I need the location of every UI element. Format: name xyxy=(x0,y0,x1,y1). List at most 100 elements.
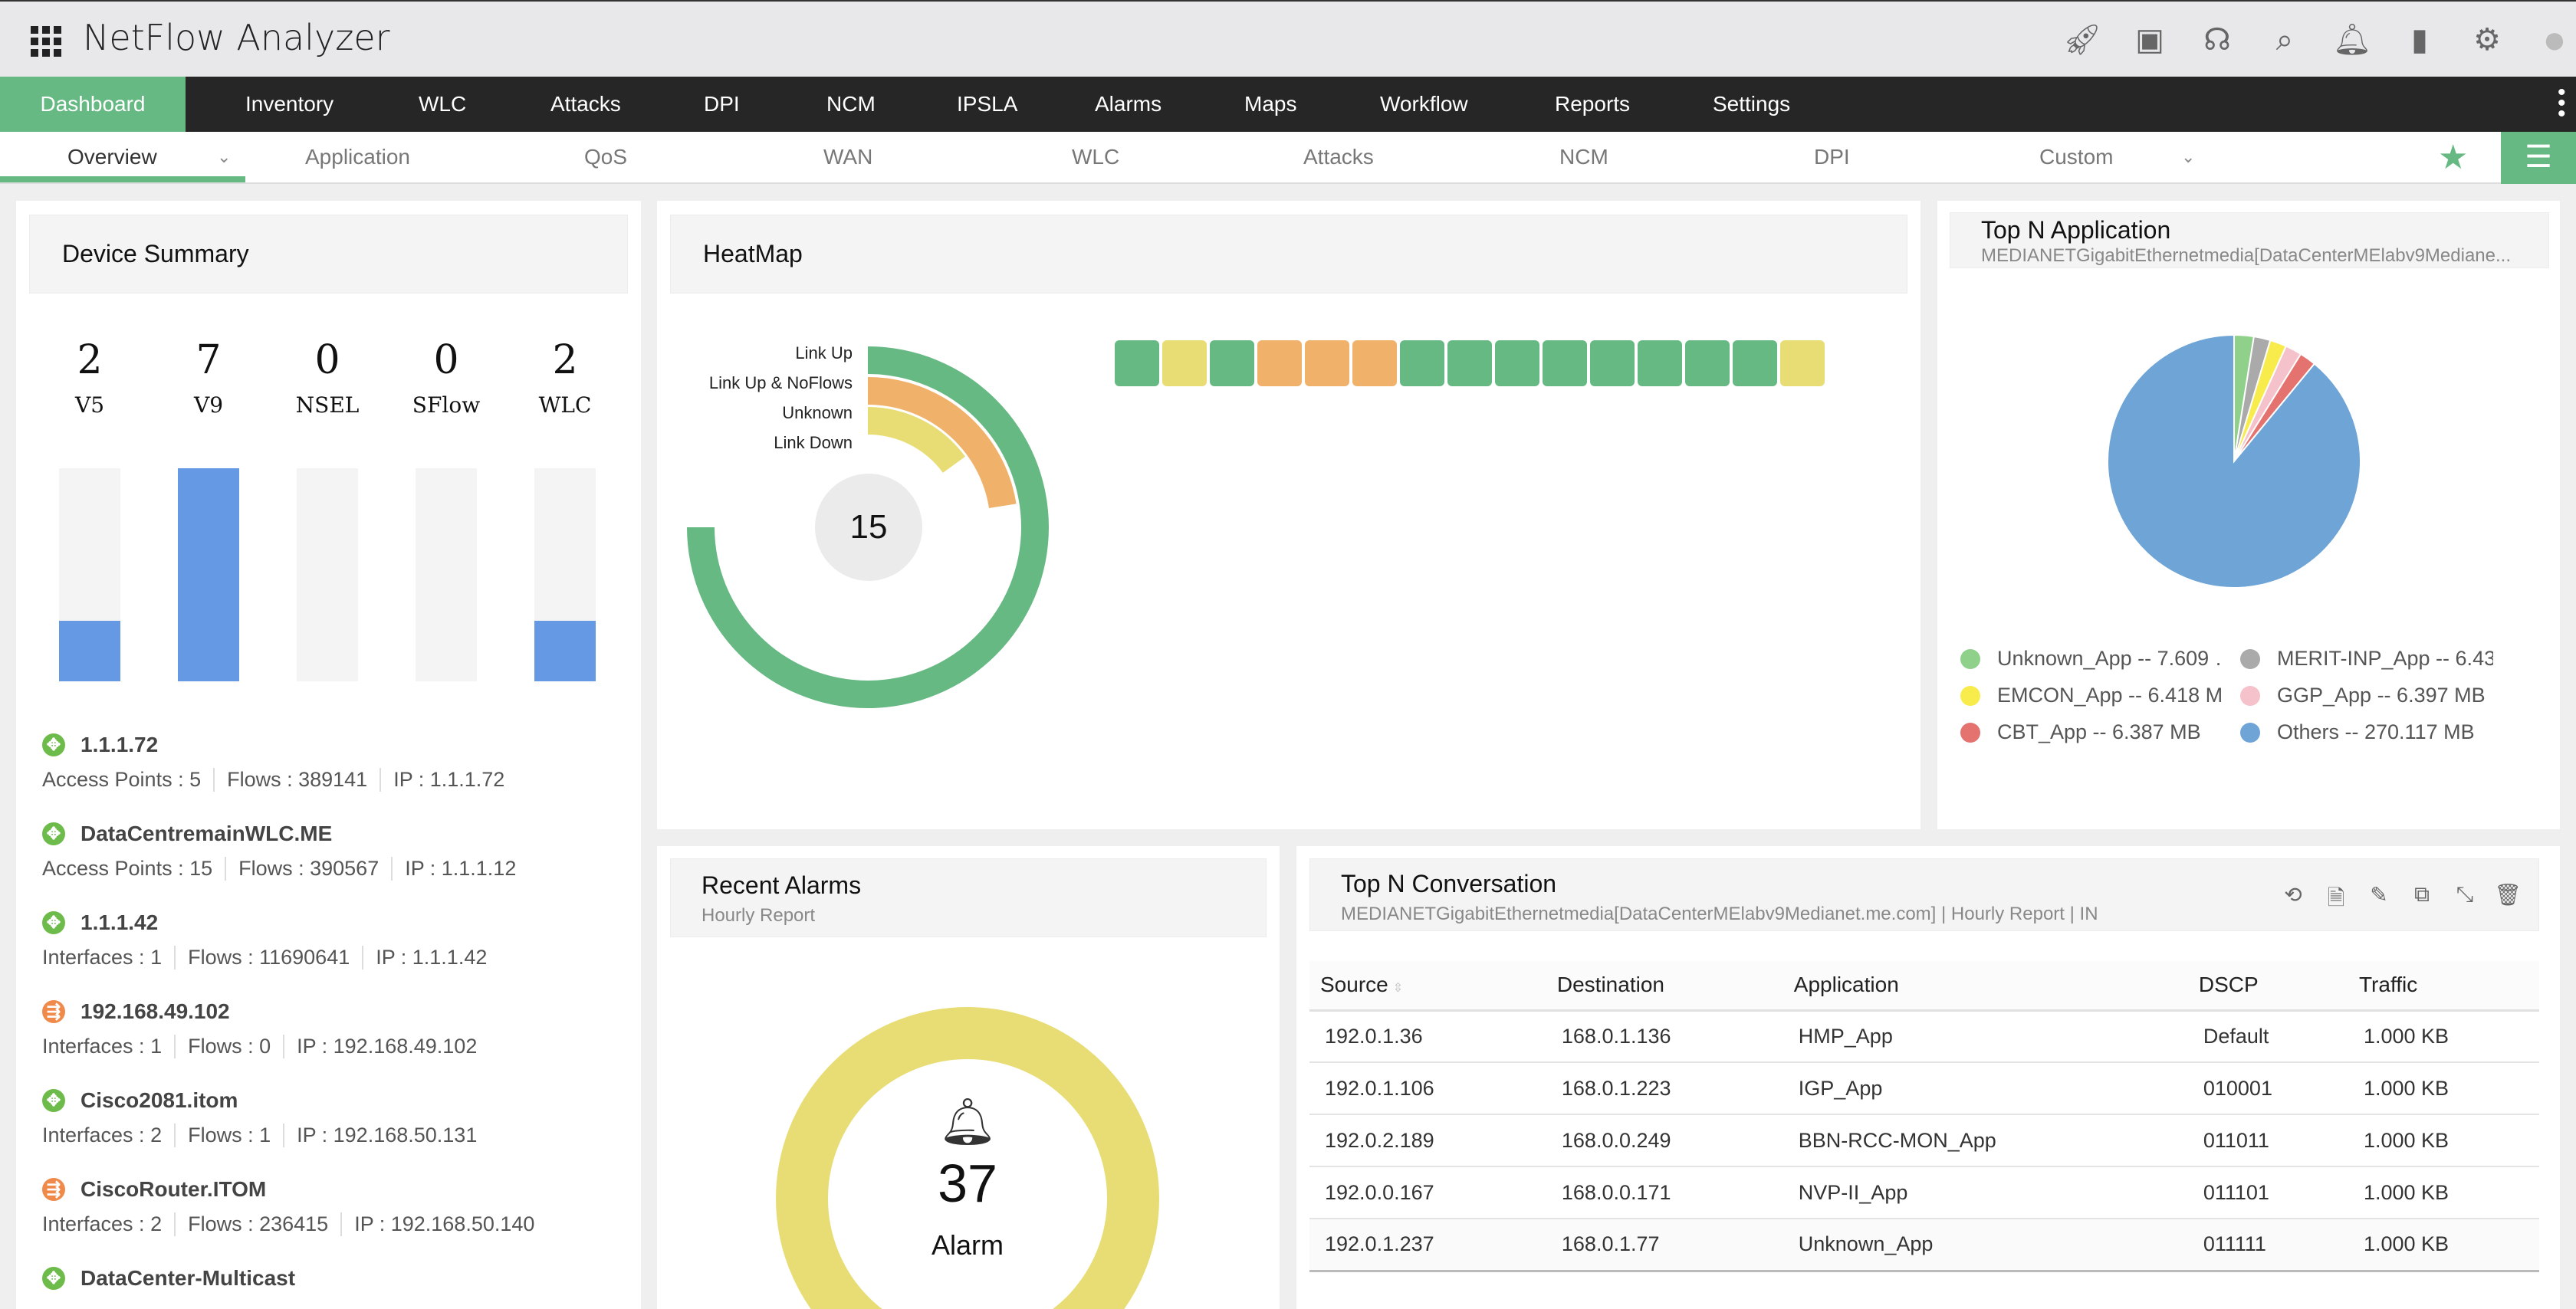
table-row[interactable]: 192.0.1.237 168.0.1.77 Unknown_App 011111 1.… xyxy=(1309,1219,2539,1272)
nav-attacks[interactable]: Attacks xyxy=(550,92,621,116)
pie-legend-item[interactable]: CBT_App -- 6.387 MB xyxy=(1960,720,2221,744)
rocket-icon[interactable]: 🚀︎ xyxy=(2062,23,2102,57)
device-name-row[interactable]: ✥ 1.1.1.72 xyxy=(42,730,625,760)
device-item[interactable]: ✥ DataCentremainWLC.ME Access Points : 15 F… xyxy=(42,819,625,881)
bar-wlc[interactable] xyxy=(534,468,596,681)
subtab-qos[interactable]: QoS xyxy=(584,145,628,169)
subtab-ncm[interactable]: NCM xyxy=(1559,145,1608,169)
subtab-dpi[interactable]: DPI xyxy=(1814,145,1850,169)
heatmap-tile-noflows[interactable] xyxy=(1257,340,1302,386)
nav-maps[interactable]: Maps xyxy=(1244,92,1297,116)
pie-legend-item[interactable]: GGP_App -- 6.397 MB xyxy=(2240,684,2493,707)
device-item[interactable]: ✥ 1.1.1.72 Access Points : 5 Flows : 389141… xyxy=(42,730,625,792)
heatmap-tile-up[interactable] xyxy=(1590,340,1635,386)
nav-workflow[interactable]: Workflow xyxy=(1380,92,1468,116)
add-widget-button[interactable]: ☰ xyxy=(2501,132,2576,184)
device-item[interactable]: ⇶ CiscoRouter.ITOM Interfaces : 2 Flows : 2… xyxy=(42,1174,625,1236)
nav-reports[interactable]: Reports xyxy=(1555,92,1631,116)
heatmap-tile-noflows[interactable] xyxy=(1352,340,1397,386)
bar-nsel[interactable] xyxy=(297,468,358,681)
subtab-wan[interactable]: WAN xyxy=(823,145,873,169)
pie-legend-item[interactable]: Unknown_App -- 7.609 … xyxy=(1960,647,2221,671)
app-grid-icon[interactable] xyxy=(31,26,61,57)
column-header-source[interactable]: Source ⇳ xyxy=(1309,961,1546,1012)
nav-dashboard[interactable]: Dashboard xyxy=(0,77,186,132)
heatmap-tile-noflows[interactable] xyxy=(1305,340,1349,386)
avatar-icon[interactable]: ● xyxy=(2542,18,2567,62)
device-name[interactable]: 1.1.1.42 xyxy=(80,910,159,934)
copy-icon[interactable]: ⧉ xyxy=(2414,882,2430,906)
nav-wlc[interactable]: WLC xyxy=(419,92,467,116)
device-name[interactable]: Cisco2081.itom xyxy=(80,1088,238,1112)
pie-legend-item[interactable]: MERIT-INP_App -- 6.43… xyxy=(2240,647,2493,671)
expand-icon[interactable]: ⤡ xyxy=(2456,882,2474,906)
table-row[interactable]: 192.0.1.106 168.0.1.223 IGP_App 010001 1.000… xyxy=(1309,1062,2539,1115)
chevron-down-icon[interactable]: ⌄ xyxy=(217,147,232,166)
table-row[interactable]: 192.0.2.189 168.0.0.249 BBN-RCC-MON_App 011… xyxy=(1309,1114,2539,1167)
pie-legend-item[interactable]: EMCON_App -- 6.418 MB xyxy=(1960,684,2221,707)
heatmap-tile-unknown[interactable] xyxy=(1780,340,1825,386)
gear-icon[interactable]: ⚙ xyxy=(2473,23,2501,57)
device-item[interactable]: ✥ 1.1.1.42 Interfaces : 1 Flows : 11690641 I… xyxy=(42,907,625,969)
search-icon[interactable]: ⌕ xyxy=(2275,23,2294,57)
subtab-wlc[interactable]: WLC xyxy=(1072,145,1120,169)
nav-settings[interactable]: Settings xyxy=(1713,92,1791,116)
radial-arc-link-up-noflows[interactable] xyxy=(868,377,1017,508)
device-name[interactable]: DataCenter-Multicast xyxy=(80,1266,296,1290)
device-name[interactable]: 1.1.1.72 xyxy=(80,733,159,756)
device-name-row[interactable]: ✥ DataCentremainWLC.ME xyxy=(42,819,625,849)
refresh-icon[interactable]: ⟲ xyxy=(2284,883,2302,907)
heatmap-tile-up[interactable] xyxy=(1733,340,1777,386)
bar-v5[interactable] xyxy=(59,468,120,681)
nav-alarms[interactable]: Alarms xyxy=(1095,92,1162,116)
more-menu-icon[interactable]: • • • xyxy=(2558,80,2566,126)
table-row[interactable]: 192.0.1.36 168.0.1.136 HMP_App Default 1.000… xyxy=(1309,1010,2539,1063)
chevron-down-icon[interactable]: ⌄ xyxy=(2181,147,2196,166)
device-item[interactable]: ⇶ 192.168.49.102 Interfaces : 1 Flows : 0 IP… xyxy=(42,996,625,1058)
radial-arc-unknown[interactable] xyxy=(868,407,966,473)
heatmap-tile-unknown[interactable] xyxy=(1162,340,1207,386)
nav-ncm[interactable]: NCM xyxy=(826,92,876,116)
bar-sflow[interactable] xyxy=(416,468,477,681)
device-name[interactable]: CiscoRouter.ITOM xyxy=(80,1177,267,1201)
favorite-star-icon[interactable]: ★ xyxy=(2438,139,2469,176)
headset-icon[interactable]: ☊ xyxy=(2203,23,2231,57)
column-header-destination[interactable]: Destination xyxy=(1546,961,1783,1012)
device-item[interactable]: ✥ DataCenter-Multicast xyxy=(42,1263,625,1301)
film-icon[interactable]: ▮ xyxy=(2410,23,2428,57)
alarm-count[interactable]: 37 xyxy=(938,1153,997,1213)
heatmap-tile-up[interactable] xyxy=(1638,340,1682,386)
column-header-dscp[interactable]: DSCP xyxy=(2187,961,2348,1012)
pie-slice-others[interactable] xyxy=(2107,333,2361,589)
nav-ipsla[interactable]: IPSLA xyxy=(957,92,1018,116)
bar-v9[interactable] xyxy=(178,468,239,681)
subtab-attacks[interactable]: Attacks xyxy=(1303,145,1374,169)
heatmap-tile-up[interactable] xyxy=(1400,340,1444,386)
pie-legend-item[interactable]: Others -- 270.117 MB xyxy=(2240,720,2493,744)
presentation-icon[interactable]: ▣ xyxy=(2135,23,2164,57)
nav-inventory[interactable]: Inventory xyxy=(245,92,334,116)
device-name-row[interactable]: ⇶ 192.168.49.102 xyxy=(42,996,625,1027)
bell-icon[interactable]: 🔔︎ xyxy=(2332,23,2372,57)
heatmap-tile-up[interactable] xyxy=(1495,340,1539,386)
heatmap-tile-up[interactable] xyxy=(1685,340,1730,386)
column-header-application[interactable]: Application xyxy=(1783,961,2188,1012)
device-name-row[interactable]: ⇶ CiscoRouter.ITOM xyxy=(42,1174,625,1205)
heatmap-tile-up[interactable] xyxy=(1447,340,1492,386)
pdf-icon[interactable]: 🗎︎ xyxy=(2327,886,2345,910)
edit-icon[interactable]: ✎ xyxy=(2370,883,2388,907)
sort-icon[interactable]: ⇳ xyxy=(1392,982,1404,996)
device-name-row[interactable]: ✥ Cisco2081.itom xyxy=(42,1085,625,1116)
alarm-ring[interactable] xyxy=(776,1007,1159,1309)
subtab-application[interactable]: Application xyxy=(305,145,410,169)
nav-dpi[interactable]: DPI xyxy=(704,92,740,116)
subtab-custom[interactable]: Custom xyxy=(2039,145,2114,169)
device-name-row[interactable]: ✥ 1.1.1.42 xyxy=(42,907,625,938)
device-name[interactable]: DataCentremainWLC.ME xyxy=(80,822,333,845)
column-header-traffic[interactable]: Traffic xyxy=(2348,961,2539,1012)
device-item[interactable]: ✥ Cisco2081.itom Interfaces : 2 Flows : 1 IP… xyxy=(42,1085,625,1147)
delete-icon[interactable]: 🗑︎ xyxy=(2494,883,2522,907)
device-name[interactable]: 192.168.49.102 xyxy=(80,999,230,1023)
table-row[interactable]: 192.0.0.167 168.0.0.171 NVP-II_App 011101 1.… xyxy=(1309,1166,2539,1219)
heatmap-tile-up[interactable] xyxy=(1115,340,1159,386)
